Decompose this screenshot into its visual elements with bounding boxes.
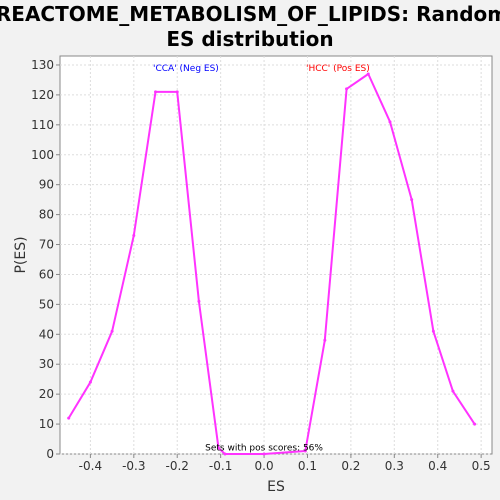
data-point	[451, 389, 455, 393]
x-tick-label: -0.4	[79, 459, 102, 473]
y-tick-label: 10	[39, 417, 54, 431]
y-tick-label: 70	[39, 238, 54, 252]
data-point	[473, 422, 477, 426]
data-point	[197, 299, 201, 303]
data-point	[388, 120, 392, 124]
x-tick-label: -0.2	[166, 459, 189, 473]
x-tick-label: 0.4	[428, 459, 447, 473]
y-axis-label: P(ES)	[13, 236, 29, 273]
data-point	[366, 72, 370, 76]
data-point	[154, 90, 158, 94]
y-tick-label: 80	[39, 208, 54, 222]
y-tick-label: 100	[31, 148, 54, 162]
data-point	[410, 198, 414, 202]
data-point	[132, 234, 136, 238]
data-point	[175, 90, 179, 94]
chart-title-line-2: ES distribution	[166, 27, 333, 51]
data-point	[262, 452, 266, 456]
y-tick-label: 130	[31, 58, 54, 72]
grid	[60, 56, 492, 455]
data-point	[303, 449, 307, 453]
y-tick-label: 30	[39, 357, 54, 371]
x-tick-label: 0.5	[472, 459, 491, 473]
data-point	[67, 416, 71, 420]
data-point	[110, 329, 114, 333]
x-tick-label: 0.3	[385, 459, 404, 473]
y-tick-label: 50	[39, 297, 54, 311]
data-point	[223, 452, 227, 456]
data-point	[216, 446, 220, 450]
y-tick-label: 120	[31, 88, 54, 102]
data-point	[431, 329, 435, 333]
x-tick-label: 0.1	[298, 459, 317, 473]
annotation-label: 'HCC' (Pos ES)	[306, 64, 370, 74]
x-tick-label: 0.0	[255, 459, 274, 473]
y-tick-label: 0	[46, 447, 54, 461]
data-point	[345, 87, 349, 91]
y-tick-label: 20	[39, 387, 54, 401]
annotation-label: Sets with pos scores: 56%	[205, 443, 323, 453]
series-layer	[67, 72, 477, 456]
axes: 0 10 20 30 40 50 60 70 80 90 100 110 120 130 -0.4 -0.3 -…	[31, 58, 491, 473]
annotation-label: 'CCA' (Neg ES)	[153, 64, 219, 74]
x-tick-label: 0.2	[341, 459, 360, 473]
y-tick-label: 40	[39, 327, 54, 341]
x-tick-label: -0.3	[122, 459, 145, 473]
chart-title-line-1: REACTOME_METABOLISM_OF_LIPIDS: Random	[0, 2, 500, 26]
y-tick-label: 90	[39, 178, 54, 192]
y-tick-label: 110	[31, 118, 54, 132]
x-axis-label: ES	[267, 479, 285, 495]
data-point	[323, 338, 327, 342]
data-point	[88, 380, 92, 384]
x-tick-label: -0.1	[209, 459, 232, 473]
y-tick-label: 60	[39, 267, 54, 281]
annotations: 'CCA' (Neg ES) 'HCC' (Pos ES) Sets with po…	[153, 64, 370, 453]
